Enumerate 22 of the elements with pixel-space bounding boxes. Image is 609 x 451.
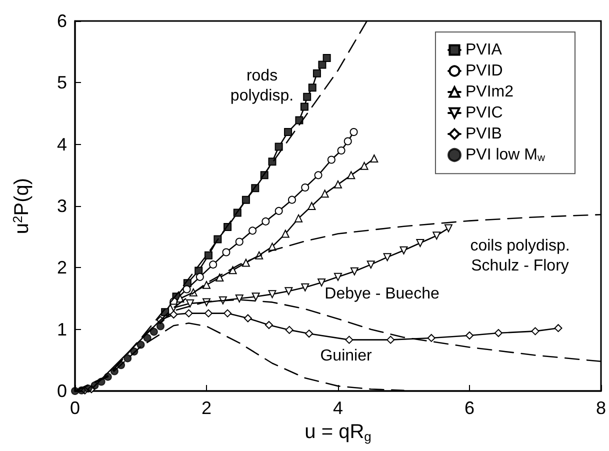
y-tick-label: 5 [56,72,67,93]
x-tick-label: 8 [596,398,606,418]
annotation: rods polydisp. [230,68,294,104]
y-tick-label: 6 [56,11,67,31]
x-tick-label: 4 [332,398,344,418]
x-tick-label: 2 [201,398,212,418]
y-tick-label: 1 [56,319,67,340]
x-tick-label: 0 [70,398,80,418]
y-tick-label: 3 [56,196,67,216]
y-tick-label: 0 [56,381,67,401]
y-axis-title: u2P(q) [10,178,33,234]
y-tick-label: 4 [56,134,67,154]
annotation: coils polydisp. Schulz - Flory [470,238,570,274]
x-tick-label: 6 [464,398,475,418]
legend-label: PVIA [465,42,502,58]
legend-label: PVID [465,62,503,80]
legend-label: PVIB [465,126,502,142]
y-tick-label: 2 [56,258,67,278]
legend-label: PVIC [465,104,503,122]
legend-label: PVIm2 [465,84,514,100]
annotation: Debye - Bueche [324,286,440,302]
annotation: Guinier [320,348,372,364]
